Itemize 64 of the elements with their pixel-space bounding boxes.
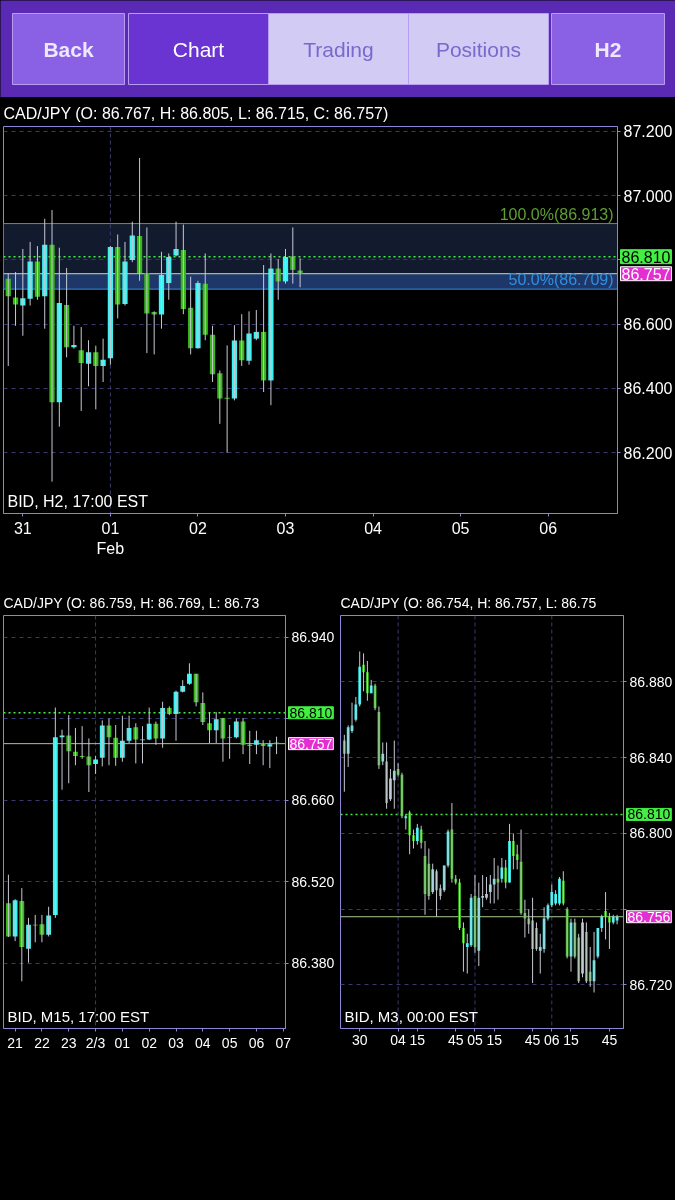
chart-title: CAD/JPY (O: 86.759, H: 86.769, L: 86.73 xyxy=(3,594,260,611)
ref-line-label: 86.810 xyxy=(621,248,671,266)
y-tick-label: 86.880 xyxy=(629,673,673,690)
x-tick-label: 45 xyxy=(601,1031,618,1048)
text: Back xyxy=(43,37,94,61)
text: Trading xyxy=(303,37,374,61)
ref-line-label: 86.810 xyxy=(289,704,333,721)
x-tick-label: 06 xyxy=(544,1031,560,1048)
ref-line-label: 50.0%(86.709) xyxy=(508,271,614,289)
text: Chart xyxy=(172,37,225,61)
chart-title: CAD/JPY (O: 86.754, H: 86.757, L: 86.75 xyxy=(340,594,597,611)
y-tick-label: 86.720 xyxy=(629,976,673,993)
x-tick-label: 04 xyxy=(364,519,383,537)
x-tick-label: 31 xyxy=(13,519,32,537)
x-tick-label: 03 xyxy=(276,519,295,537)
x-tick-label: 02 xyxy=(189,519,207,537)
y-tick-label: 86.600 xyxy=(623,316,673,334)
x-tick-label: 01 Feb xyxy=(96,519,125,557)
y-tick-label: 87.200 xyxy=(623,123,673,141)
annotation: BID, M15, 17:00 EST xyxy=(7,1007,150,1025)
ref-line-label: 86.756 xyxy=(627,908,671,925)
y-tick-label: 86.660 xyxy=(291,792,335,809)
x-tick-label: 04 xyxy=(390,1031,407,1048)
x-tick-label: 05 xyxy=(221,1034,238,1051)
annotation: BID, H2, 17:00 EST xyxy=(7,492,149,510)
x-tick-label: 05 xyxy=(467,1031,483,1048)
y-tick-label: 86.840 xyxy=(629,749,673,766)
y-tick-label: 86.400 xyxy=(623,380,673,398)
x-tick-label: 30 xyxy=(351,1031,368,1048)
ref-line-label: 86.757 xyxy=(289,735,333,752)
candlestick xyxy=(254,730,259,755)
y-tick-label: 86.940 xyxy=(291,629,335,646)
x-tick-label: 15 xyxy=(486,1031,503,1048)
x-tick-label: 22 xyxy=(34,1034,50,1051)
candlestick xyxy=(227,724,233,760)
x-tick-label: 21 xyxy=(7,1034,24,1051)
y-tick-label: 86.380 xyxy=(291,955,335,972)
ref-line-label: 86.757 xyxy=(621,265,671,283)
x-tick-label: 45 xyxy=(447,1031,464,1048)
ref-line-label: 86.810 xyxy=(627,806,671,823)
candlestick xyxy=(274,736,279,755)
text: Positions xyxy=(435,37,522,61)
annotation: BID, M3, 00:00 EST xyxy=(344,1007,478,1025)
x-tick-label: 15 xyxy=(563,1031,579,1048)
x-tick-label: 02 xyxy=(141,1034,158,1051)
x-tick-label: 06 xyxy=(248,1034,265,1051)
x-tick-label: 03 xyxy=(168,1034,185,1051)
x-tick-label: 15 xyxy=(409,1031,426,1048)
chart-title: CAD/JPY (O: 86.767, H: 86.805, L: 86.715, C: 86.757) xyxy=(3,104,389,122)
y-tick-label: 86.800 xyxy=(629,825,673,842)
y-tick-label: 86.200 xyxy=(623,444,673,462)
text: H2 xyxy=(594,37,622,61)
x-tick-label: 45 xyxy=(524,1031,541,1048)
x-tick-label: 06 xyxy=(539,519,558,537)
x-tick-label: 05 xyxy=(451,519,470,537)
x-tick-label: 07 xyxy=(275,1034,292,1051)
candlestick xyxy=(93,755,98,775)
x-tick-label: 01 xyxy=(114,1034,131,1051)
x-tick-label: 23 xyxy=(60,1034,77,1051)
ref-line-label: 100.0%(86.913) xyxy=(499,205,614,223)
y-tick-label: 87.000 xyxy=(623,187,673,205)
x-tick-label: 2/3 xyxy=(85,1034,106,1051)
x-tick-label: 04 xyxy=(195,1034,211,1051)
y-tick-label: 86.520 xyxy=(291,873,335,890)
